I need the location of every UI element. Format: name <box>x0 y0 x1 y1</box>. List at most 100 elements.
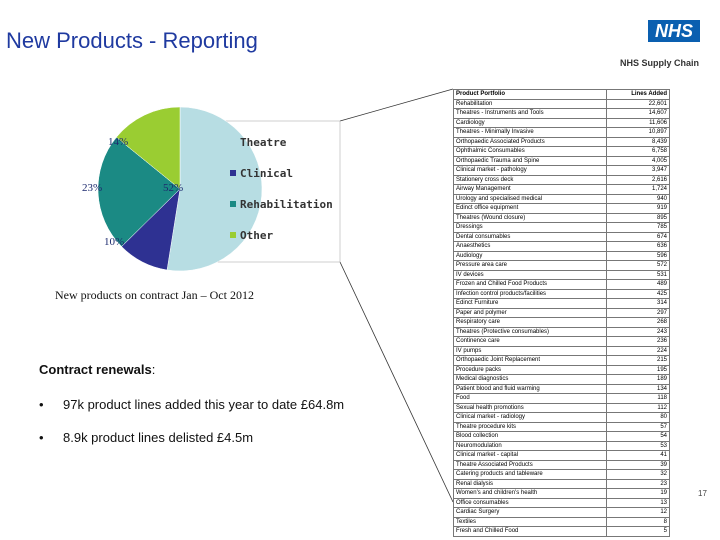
bullet-marker: • <box>39 397 44 412</box>
table-row: Stationery cross deck 2,616 <box>453 174 671 185</box>
table-row: Blood collection 54 <box>453 431 671 442</box>
table-row: Catering products and tableware 32 <box>453 469 671 480</box>
contract-bullets: • 97k product lines added this year to d… <box>39 397 344 463</box>
cell-portfolio: Stationery cross deck <box>453 174 607 185</box>
column-header-lines-added: Lines Added <box>605 89 671 100</box>
cell-portfolio: Clinical market - capital <box>453 450 607 461</box>
cell-lines-added: 19 <box>605 488 671 499</box>
legend-swatch-other <box>230 232 236 238</box>
cell-lines-added: 6,758 <box>605 146 671 157</box>
cell-portfolio: IV pumps <box>453 345 607 356</box>
cell-lines-added: 314 <box>605 298 671 309</box>
table-row: Paper and polymer 297 <box>453 307 671 318</box>
cell-portfolio: Orthopaedic Joint Replacement <box>453 355 607 366</box>
cell-lines-added: 39 <box>605 459 671 470</box>
cell-lines-added: 224 <box>605 345 671 356</box>
cell-portfolio: IV devices <box>453 269 607 280</box>
cell-lines-added: 54 <box>605 431 671 442</box>
portfolio-table-wrap: Product Portfolio Lines Added Rehabilita… <box>453 89 671 537</box>
cell-portfolio: Patient blood and fluid warming <box>453 383 607 394</box>
cell-lines-added: 489 <box>605 279 671 290</box>
cell-lines-added: 32 <box>605 469 671 480</box>
table-row: Clinical market - capital 41 <box>453 450 671 461</box>
table-row: Sexual health promotions 112 <box>453 402 671 413</box>
cell-portfolio: Textiles <box>453 516 607 527</box>
legend-item-clinical: Clinical <box>230 165 333 181</box>
table-row: Airway Management 1,724 <box>453 184 671 195</box>
legend-swatch-theatre <box>230 139 236 145</box>
table-row: IV pumps 224 <box>453 345 671 356</box>
cell-lines-added: 940 <box>605 193 671 204</box>
cell-portfolio: Procedure packs <box>453 364 607 375</box>
contract-renewals-label: Contract renewals <box>39 362 152 377</box>
pie-slice-other <box>116 106 181 190</box>
cell-lines-added: 3,947 <box>605 165 671 176</box>
cell-portfolio: Fresh and Chilled Food <box>453 526 607 537</box>
pie-slice-theatre <box>166 106 263 272</box>
cell-portfolio: Urology and specialised medical <box>453 193 607 204</box>
cell-portfolio: Blood collection <box>453 431 607 442</box>
cell-lines-added: 674 <box>605 231 671 242</box>
connector-line-top <box>339 88 454 122</box>
cell-portfolio: Dressings <box>453 222 607 233</box>
cell-portfolio: Cardiac Surgery <box>453 507 607 518</box>
cell-lines-added: 531 <box>605 269 671 280</box>
cell-lines-added: 5 <box>605 526 671 537</box>
cell-lines-added: 596 <box>605 250 671 261</box>
connector-line-bottom <box>339 261 454 503</box>
cell-portfolio: Edinct Furniture <box>453 298 607 309</box>
cell-lines-added: 1,724 <box>605 184 671 195</box>
cell-portfolio: Sexual health promotions <box>453 402 607 413</box>
table-row: Urology and specialised medical 940 <box>453 193 671 204</box>
table-row: Ophthalmic Consumables 6,758 <box>453 146 671 157</box>
legend-swatch-rehabilitation <box>230 201 236 207</box>
cell-lines-added: 236 <box>605 336 671 347</box>
cell-lines-added: 8,439 <box>605 136 671 147</box>
cell-portfolio: Audiology <box>453 250 607 261</box>
table-row: Continence care 236 <box>453 336 671 347</box>
cell-lines-added: 11,606 <box>605 117 671 128</box>
table-row: Pressure area care 572 <box>453 260 671 271</box>
cell-lines-added: 636 <box>605 241 671 252</box>
cell-lines-added: 8 <box>605 516 671 527</box>
cell-lines-added: 14,607 <box>605 108 671 119</box>
table-body: Rehabilitation 22,601 Theatres - Instrumen… <box>453 98 671 537</box>
legend-label-rehabilitation: Rehabilitation <box>240 197 333 211</box>
cell-portfolio: Anaesthetics <box>453 241 607 252</box>
cell-portfolio: Food <box>453 393 607 404</box>
cell-portfolio: Theatre Associated Products <box>453 459 607 470</box>
cell-lines-added: 195 <box>605 364 671 375</box>
pie-label-theatre: 52% <box>163 182 184 194</box>
table-row: Procedure packs 195 <box>453 364 671 375</box>
bullet-item: • 97k product lines added this year to d… <box>39 397 344 417</box>
legend-label-theatre: Theatre <box>240 135 287 149</box>
cell-lines-added: 215 <box>605 355 671 366</box>
cell-lines-added: 425 <box>605 288 671 299</box>
cell-lines-added: 22,601 <box>605 98 671 109</box>
cell-portfolio: Clinical market - pathology <box>453 165 607 176</box>
cell-portfolio: Frozen and Chilled Food Products <box>453 279 607 290</box>
cell-portfolio: Theatres - Minimally Invasive <box>453 127 607 138</box>
chart-caption: New products on contract Jan – Oct 2012 <box>55 288 254 302</box>
cell-lines-added: 13 <box>605 497 671 508</box>
cell-portfolio: Ophthalmic Consumables <box>453 146 607 157</box>
table-row: Respiratory care 268 <box>453 317 671 328</box>
cell-portfolio: Renal dialysis <box>453 478 607 489</box>
cell-portfolio: Theatres (Wound closure) <box>453 212 607 223</box>
cell-portfolio: Theatres (Protective consumables) <box>453 326 607 337</box>
table-header-row: Product Portfolio Lines Added <box>453 89 671 100</box>
legend-label-other: Other <box>240 228 274 242</box>
table-row: Clinical market - pathology 3,947 <box>453 165 671 176</box>
cell-lines-added: 4,005 <box>605 155 671 166</box>
table-row: Theatres - Instruments and Tools 14,607 <box>453 108 671 119</box>
cell-portfolio: Neuromodulation <box>453 440 607 451</box>
legend-item-theatre: Theatre <box>230 134 333 150</box>
cell-portfolio: Infection control products/facilities <box>453 288 607 299</box>
legend-label-clinical: Clinical <box>240 166 293 180</box>
table-row: Rehabilitation 22,601 <box>453 98 671 109</box>
table-row: Theatres - Minimally Invasive 10,897 <box>453 127 671 138</box>
page-title: New Products - Reporting <box>6 28 258 53</box>
cell-portfolio: Catering products and tableware <box>453 469 607 480</box>
cell-lines-added: 10,897 <box>605 127 671 138</box>
cell-portfolio: Cardiology <box>453 117 607 128</box>
